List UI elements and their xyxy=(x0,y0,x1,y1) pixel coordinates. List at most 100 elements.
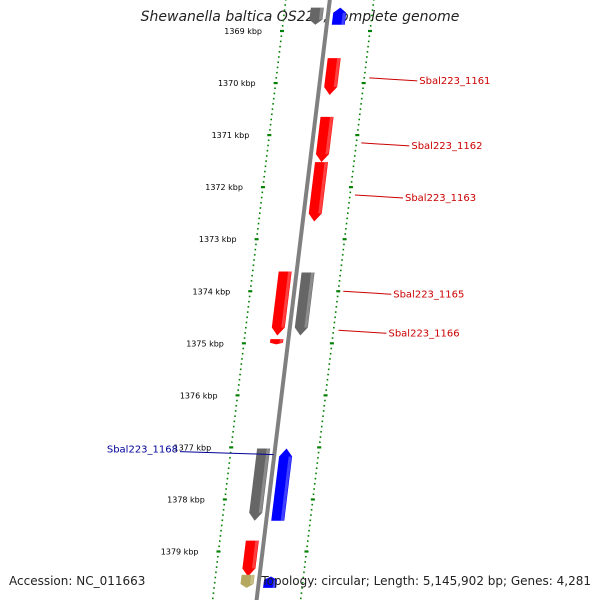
gene-sbal223-1163[interactable] xyxy=(308,162,329,222)
minor-tick-right xyxy=(369,24,372,27)
minor-tick-left xyxy=(212,592,215,594)
tick-label-1376: 1376 kbp xyxy=(180,391,218,400)
tick-labels: 1369 kbp 1370 kbp 1371 kbp 1372 kbp 1373 kbp… xyxy=(161,27,262,557)
gene-blue-1380[interactable] xyxy=(263,576,278,588)
minor-tick-left xyxy=(274,87,276,90)
minor-tick-right xyxy=(302,576,305,579)
minor-tick-left xyxy=(218,540,221,542)
gene-label-sbal223-1161[interactable]: Sbal223_1161 xyxy=(419,76,490,87)
label-leader-sbal223-1163 xyxy=(354,194,404,199)
gene-tan-1380[interactable] xyxy=(240,574,255,588)
gene-labels: Sbal223_1161 Sbal223_1162 Sbal223_1163 Sbal… xyxy=(107,76,491,456)
minor-tick-left xyxy=(236,399,238,402)
minor-tick-right xyxy=(309,519,312,522)
gene-top-grey[interactable] xyxy=(309,7,324,25)
minor-tick-right xyxy=(350,181,353,183)
minor-tick-left xyxy=(260,201,262,204)
major-tick-right xyxy=(304,550,309,553)
gene-label-sbal223-1162[interactable]: Sbal223_1162 xyxy=(411,141,482,152)
minor-tick-right xyxy=(357,123,360,126)
minor-tick-right xyxy=(347,207,350,209)
minor-tick-left xyxy=(257,227,259,230)
minor-tick-left xyxy=(218,545,220,548)
minor-tick-right xyxy=(301,581,304,584)
minor-tick-left xyxy=(281,24,284,27)
major-tick-right xyxy=(368,29,372,33)
minor-tick-right xyxy=(359,108,362,110)
minor-tick-right xyxy=(334,316,336,319)
gene-sbal223-1168[interactable] xyxy=(271,448,293,521)
minor-tick-left xyxy=(251,269,254,272)
minor-tick-left xyxy=(237,389,239,391)
minor-tick-left xyxy=(261,191,264,194)
minor-tick-left xyxy=(285,0,287,1)
major-tick-right xyxy=(317,446,322,449)
minor-tick-right xyxy=(333,326,335,329)
minor-tick-left xyxy=(271,113,273,116)
gene-sbal223-1165[interactable] xyxy=(294,272,315,336)
minor-tick-right xyxy=(313,483,316,485)
minor-tick-right xyxy=(372,4,374,6)
gene-label-sbal223-1165[interactable]: Sbal223_1165 xyxy=(393,289,464,300)
minor-tick-right xyxy=(353,155,356,157)
minor-tick-left xyxy=(252,264,255,267)
minor-tick-right xyxy=(348,196,351,199)
gene-label-sbal223-1163[interactable]: Sbal223_1163 xyxy=(405,193,476,204)
gene-label-sbal223-1168[interactable]: Sbal223_1168 xyxy=(107,445,178,456)
tick-label-1370: 1370 kbp xyxy=(218,79,256,88)
minor-tick-right xyxy=(341,254,344,256)
minor-tick-right xyxy=(365,61,367,64)
minor-tick-right xyxy=(313,488,315,490)
gene-fwd-1374[interactable] xyxy=(271,271,292,336)
minor-tick-right xyxy=(336,295,339,298)
minor-tick-left xyxy=(238,384,240,386)
tick-label-1369: 1369 kbp xyxy=(224,27,262,36)
minor-tick-right xyxy=(346,212,349,214)
minor-tick-right xyxy=(336,300,338,303)
minor-tick-right xyxy=(371,9,374,11)
gene-fwd-1379[interactable] xyxy=(241,540,259,577)
minor-tick-left xyxy=(264,165,267,168)
minor-tick-right xyxy=(338,285,340,287)
minor-tick-right xyxy=(323,404,326,407)
minor-tick-right xyxy=(367,40,370,43)
minor-tick-right xyxy=(364,71,366,74)
major-tick-right xyxy=(310,498,315,501)
minor-tick-left xyxy=(283,9,286,11)
minor-tick-right xyxy=(351,175,354,178)
minor-tick-right xyxy=(308,529,310,532)
minor-tick-left xyxy=(248,300,250,303)
minor-tick-right xyxy=(364,66,367,69)
minor-tick-left xyxy=(231,436,234,438)
minor-tick-right xyxy=(359,113,361,116)
gene-sbal223-1162[interactable] xyxy=(315,116,334,163)
minor-tick-right xyxy=(321,420,324,423)
gene-label-sbal223-1166[interactable]: Sbal223_1166 xyxy=(388,328,459,339)
minor-tick-right xyxy=(332,332,334,334)
gene-grey-1377[interactable] xyxy=(248,448,271,521)
minor-tick-left xyxy=(256,233,259,235)
gene-top-blue[interactable] xyxy=(331,7,347,25)
label-leader-sbal223-1161 xyxy=(369,77,418,82)
minor-tick-left xyxy=(263,175,266,178)
minor-tick-right xyxy=(310,514,312,516)
minor-tick-right xyxy=(325,389,327,391)
minor-tick-left xyxy=(225,488,227,490)
tick-label-1374: 1374 kbp xyxy=(193,287,231,296)
minor-tick-right xyxy=(312,493,315,496)
gene-sbal223-1166[interactable] xyxy=(269,339,284,345)
major-tick-right xyxy=(342,238,347,241)
ruler-left xyxy=(211,0,287,600)
minor-tick-left xyxy=(266,149,269,152)
gene-sbal223-1161[interactable] xyxy=(323,58,341,96)
minor-tick-right xyxy=(345,222,348,225)
minor-tick-left xyxy=(232,430,234,433)
minor-tick-right xyxy=(322,415,324,417)
minor-tick-right xyxy=(319,436,322,438)
minor-tick-left xyxy=(279,40,282,43)
minor-tick-left xyxy=(244,332,246,334)
minor-tick-right xyxy=(319,441,321,443)
minor-tick-left xyxy=(217,555,219,558)
minor-tick-left xyxy=(282,19,285,22)
major-tick-left xyxy=(229,446,234,449)
